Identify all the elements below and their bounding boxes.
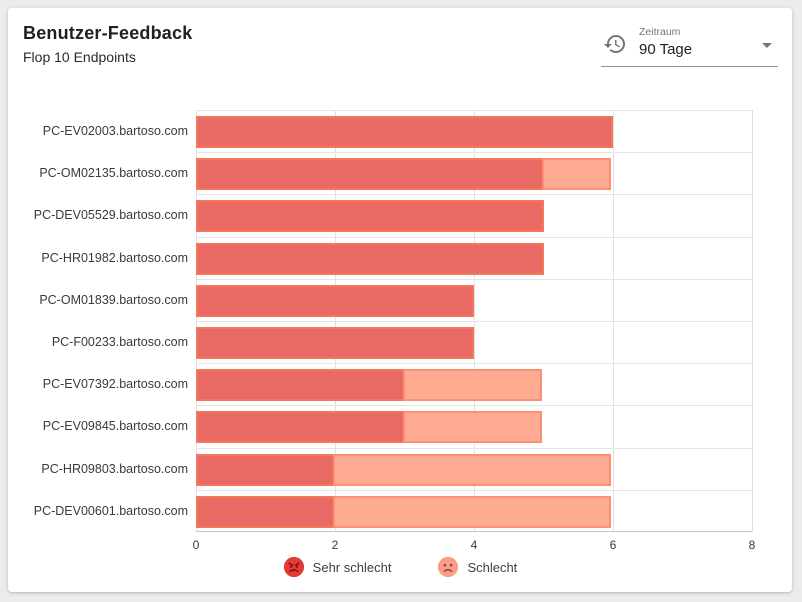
chart-row: PC-HR01982.bartoso.com: [26, 236, 752, 279]
history-icon: [604, 35, 625, 53]
bar-track: [196, 405, 752, 447]
gridline: [751, 110, 753, 532]
stacked-bar: [196, 158, 752, 191]
bar-track: [196, 447, 752, 490]
bar-segment-sehr-schlecht[interactable]: [196, 200, 544, 233]
bar-track: [196, 320, 752, 363]
stacked-bar: [196, 495, 752, 528]
bar-segment-schlecht[interactable]: [402, 411, 542, 444]
stacked-bar: [196, 242, 752, 275]
category-label: PC-OM01839.bartoso.com: [39, 292, 188, 307]
chart-row: PC-DEV00601.bartoso.com: [26, 489, 752, 532]
card-subtitle: Flop 10 Endpoints: [23, 49, 136, 65]
category-label: PC-HR09803.bartoso.com: [41, 461, 188, 476]
chart-rows: PC-EV02003.bartoso.com PC-OM02135.bartoso…: [26, 110, 753, 532]
x-tick-label: 6: [609, 538, 617, 552]
bar-segment-schlecht[interactable]: [541, 158, 611, 191]
bar-track: [196, 194, 752, 236]
chart-row: PC-EV09845.bartoso.com: [26, 405, 752, 447]
legend-label-schlecht: Schlecht: [467, 559, 518, 575]
chart-row: PC-HR09803.bartoso.com: [26, 447, 752, 490]
stacked-bar: [196, 200, 752, 233]
category-label: PC-EV09845.bartoso.com: [42, 419, 188, 434]
chevron-down-icon[interactable]: [762, 42, 772, 48]
category-label: PC-OM02135.bartoso.com: [39, 166, 188, 181]
category-label: PC-EV07392.bartoso.com: [42, 377, 188, 392]
x-tick-label: 8: [748, 538, 756, 552]
bar-segment-sehr-schlecht[interactable]: [196, 411, 405, 444]
bar-segment-schlecht[interactable]: [333, 453, 611, 486]
x-tick-label: 0: [192, 538, 200, 552]
category-label: PC-DEV00601.bartoso.com: [33, 503, 188, 518]
chart-legend: Sehr schlecht Schlecht: [8, 556, 792, 578]
bar-segment-sehr-schlecht[interactable]: [196, 326, 474, 359]
x-tick-label: 4: [470, 538, 478, 552]
category-label: PC-HR01982.bartoso.com: [41, 250, 188, 265]
bar-track: [196, 152, 752, 194]
bar-track: [196, 278, 752, 321]
stacked-bar: [196, 326, 752, 359]
x-axis: 0 2 4 6 8: [192, 538, 756, 556]
x-tick-label: 2: [331, 538, 339, 552]
chart-row: PC-EV07392.bartoso.com: [26, 363, 752, 405]
stacked-bar: [196, 453, 752, 486]
stacked-bar: [196, 411, 752, 444]
card-title: Benutzer-Feedback: [23, 23, 193, 43]
bar-track: [196, 110, 752, 152]
bar-track: [196, 236, 752, 279]
bar-segment-schlecht[interactable]: [402, 369, 542, 402]
legend-item-sehr-schlecht[interactable]: Sehr schlecht: [283, 556, 392, 578]
stacked-bar: [196, 284, 752, 317]
bar-track: [196, 363, 752, 405]
stacked-bar: [196, 116, 752, 148]
chart-row: PC-EV02003.bartoso.com: [26, 110, 752, 152]
period-field: Zeitraum 90 Tage: [639, 26, 762, 58]
bar-track: [196, 489, 752, 532]
period-dropdown[interactable]: Zeitraum 90 Tage: [601, 26, 778, 67]
x-axis-line: [196, 531, 752, 532]
bar-segment-schlecht[interactable]: [333, 495, 611, 528]
period-label: Zeitraum: [639, 26, 681, 38]
flop10-bar-chart: PC-EV02003.bartoso.com PC-OM02135.bartoso…: [26, 110, 756, 556]
bar-segment-sehr-schlecht[interactable]: [196, 284, 474, 317]
bar-segment-sehr-schlecht[interactable]: [196, 369, 405, 402]
angry-face-icon: [283, 556, 304, 578]
chart-row: PC-DEV05529.bartoso.com: [26, 194, 752, 236]
period-value: 90 Tage: [639, 41, 693, 58]
bar-segment-sehr-schlecht[interactable]: [196, 242, 544, 275]
chart-row: PC-OM01839.bartoso.com: [26, 278, 752, 321]
bar-segment-sehr-schlecht[interactable]: [196, 495, 335, 528]
category-label: PC-DEV05529.bartoso.com: [33, 208, 188, 223]
chart-row: PC-F00233.bartoso.com: [26, 320, 752, 363]
feedback-card: Benutzer-Feedback Flop 10 Endpoints Zeit…: [8, 8, 792, 592]
legend-item-schlecht[interactable]: Schlecht: [437, 556, 517, 578]
stacked-bar: [196, 369, 752, 402]
bar-segment-sehr-schlecht[interactable]: [196, 116, 613, 148]
category-label: PC-EV02003.bartoso.com: [42, 124, 188, 138]
bar-segment-sehr-schlecht[interactable]: [196, 453, 335, 486]
legend-label-sehr-schlecht: Sehr schlecht: [312, 559, 392, 575]
chart-row: PC-OM02135.bartoso.com: [26, 152, 752, 194]
category-label: PC-F00233.bartoso.com: [51, 334, 188, 349]
bar-segment-sehr-schlecht[interactable]: [196, 158, 544, 191]
sad-face-icon: [438, 556, 459, 578]
